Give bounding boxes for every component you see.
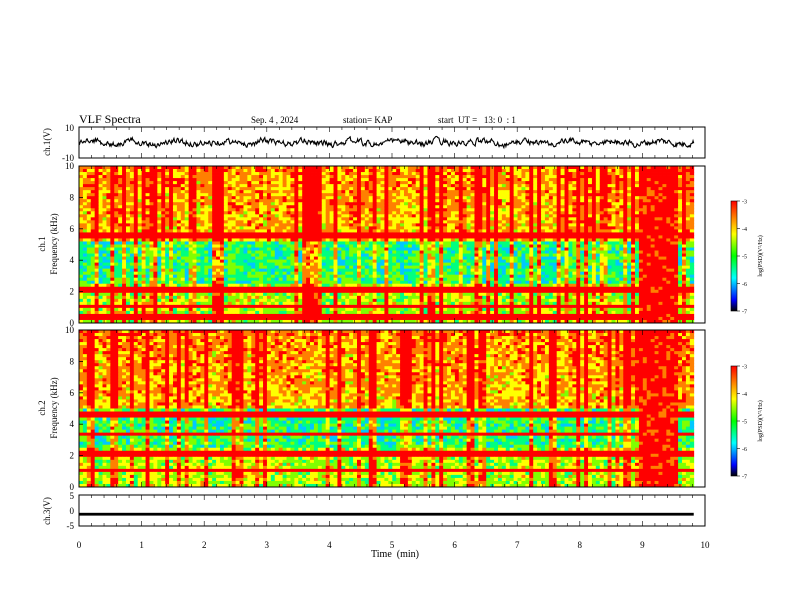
figure-title: VLF Spectra [79,112,141,126]
ch1-spectrogram-heatmap [79,166,695,324]
ch1-spectrogram-panel: 0 2 4 6 8 10 ch.1 Frequency (kHz) [37,161,706,328]
time-axis-label: Time (min) [371,549,419,560]
ch2-colorbar-gradient [731,366,737,476]
ch2-freq-ticks: 0 2 4 6 8 10 [65,325,83,492]
ch3-waveform-ticks [78,495,706,526]
ch1-ylabel: ch.1(V) [42,128,52,156]
freq-tick-label: 6 [70,224,75,234]
freq-tick-label: 10 [65,325,75,335]
date-label: Sep. 4 , 2024 [251,115,299,125]
ch2-colorbar: -3 -4 -5 -6 -7 log(PSD)(V²/Hz) [730,365,764,481]
freq-tick-label: 2 [70,451,75,461]
freq-tick-label: 4 [70,419,75,429]
colorbar-tick-label: -7 [742,310,747,316]
ch2-spectrogram-ticks [78,330,706,487]
ch1-colorbar-gradient [731,201,737,311]
start-time-label: start UT = 13: 0 : 1 [438,115,516,125]
ch1-ylabel-frequency: Frequency (kHz) [49,213,59,274]
freq-tick-label: 2 [70,287,75,297]
time-axis: 0 1 2 3 4 5 6 7 8 9 10 [77,540,710,550]
ch1-waveform-panel: 10 -10 ch.1(V) [42,123,706,163]
time-tick-label: 3 [265,540,270,550]
freq-tick-label: 4 [70,255,75,265]
freq-tick-label: 10 [65,161,75,171]
colorbar-tick-label: -5 [742,420,747,426]
freq-tick-label: 0 [70,482,75,492]
freq-tick-label: 0 [70,318,75,328]
time-tick-label: 2 [202,540,207,550]
freq-tick-label: 8 [70,356,75,366]
time-tick-label: 5 [390,540,395,550]
freq-tick-label: 8 [70,192,75,202]
ch1-ytick-top: 10 [65,123,75,133]
freq-tick-label: 6 [70,388,75,398]
colorbar-tick-label: -4 [742,227,747,233]
ch1-ytick-bottom: -10 [62,153,74,163]
time-tick-label: 6 [452,540,457,550]
station-label: station= KAP [343,115,392,125]
ch3-waveform-panel: 5 0 -5 ch.3(V) [42,491,706,531]
colorbar-tick-label: -5 [742,255,747,261]
time-tick-label: 4 [327,540,332,550]
ch1-waveform-trace [78,135,695,150]
ch3-waveform-trace [79,512,694,516]
time-tick-label: 7 [515,540,520,550]
ch2-spectrogram-panel: 0 2 4 6 8 10 ch.2 Frequency (kHz) [37,325,706,492]
ch2-ylabel-channel: ch.2 [37,400,47,415]
ch2-spectrogram-heatmap [79,330,695,488]
colorbar-tick-label: -7 [742,475,747,481]
time-tick-label: 8 [578,540,583,550]
colorbar-tick-label: -6 [742,447,747,453]
ch1-spectrogram-ticks [78,166,706,323]
ch1-colorbar: -3 -4 -5 -6 -7 log(PSD)(V²/Hz) [730,200,764,316]
time-tick-label: 9 [640,540,645,550]
time-tick-label: 0 [77,540,82,550]
ch2-ylabel-frequency: Frequency (kHz) [49,377,59,438]
colorbar-tick-label: -4 [742,392,747,398]
ch1-colorbar-label: log(PSD)(V²/Hz) [757,235,764,276]
ch3-ytick-bottom: -5 [67,521,75,531]
ch1-waveform-ticks [78,127,706,158]
colorbar-tick-label: -3 [742,365,747,371]
ch3-ytick-top: 5 [70,491,75,501]
time-tick-label: 1 [139,540,144,550]
colorbar-tick-label: -3 [742,200,747,206]
ch3-ytick-middle: 0 [70,506,75,516]
ch3-ylabel: ch.3(V) [42,497,52,525]
time-tick-label: 10 [701,540,711,550]
ch1-freq-ticks: 0 2 4 6 8 10 [65,161,83,328]
ch1-ylabel-channel: ch.1 [37,236,47,251]
colorbar-tick-label: -6 [742,282,747,288]
ch2-colorbar-label: log(PSD)(V²/Hz) [757,400,764,441]
